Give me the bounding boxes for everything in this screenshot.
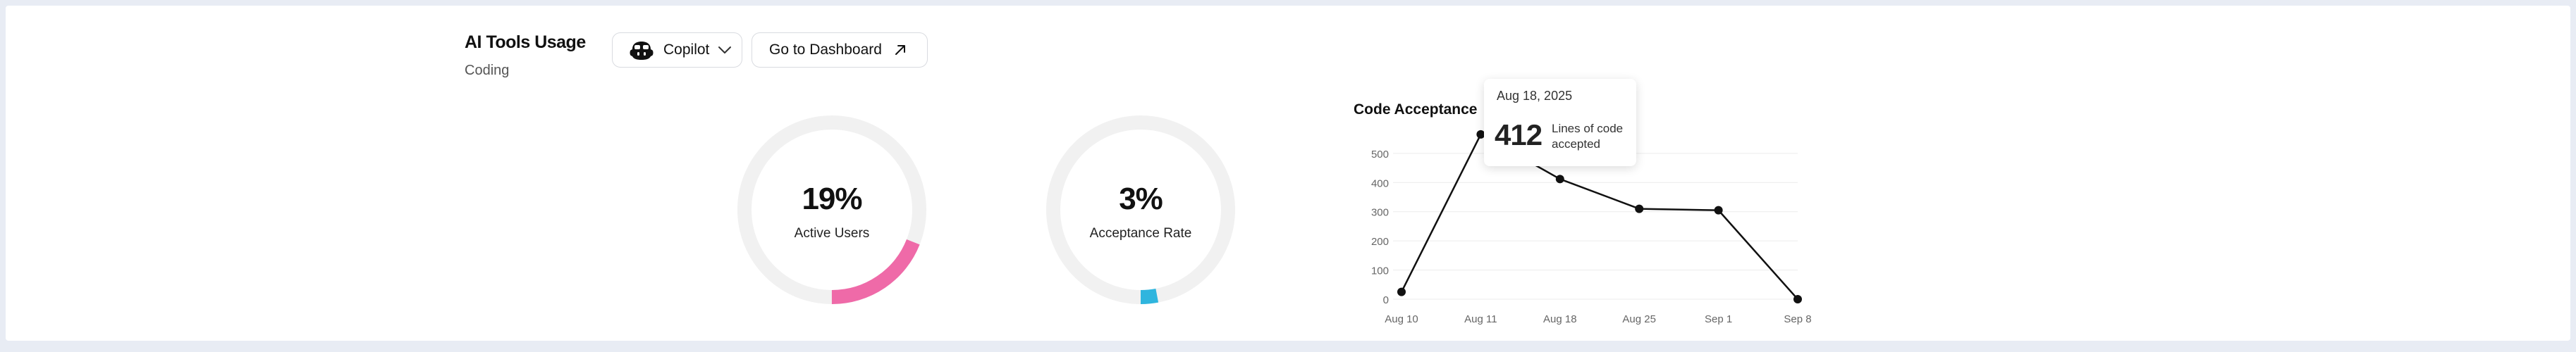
chevron-down-icon bbox=[718, 46, 732, 54]
data-point bbox=[1714, 206, 1723, 215]
active-users-value: 19% bbox=[802, 182, 862, 216]
page-subtitle: Coding bbox=[465, 63, 510, 78]
y-tick-label: 400 bbox=[1371, 177, 1389, 189]
tool-select-label: Copilot bbox=[663, 42, 710, 58]
data-point bbox=[1635, 204, 1644, 213]
chart-title: Code Acceptance bbox=[1354, 101, 1478, 118]
y-tick-label: 200 bbox=[1371, 236, 1389, 248]
y-tick-label: 300 bbox=[1371, 207, 1389, 219]
y-tick-label: 100 bbox=[1371, 265, 1389, 277]
acceptance-rate-donut: 3% Acceptance Rate bbox=[1042, 111, 1239, 308]
series-line bbox=[1400, 133, 1798, 300]
tool-select-dropdown[interactable]: Copilot bbox=[612, 32, 742, 68]
x-tick-label: Aug 11 bbox=[1464, 313, 1497, 325]
x-tick-label: Sep 8 bbox=[1784, 313, 1811, 325]
x-tick-label: Sep 1 bbox=[1705, 313, 1732, 325]
active-users-arc bbox=[737, 115, 926, 304]
copilot-icon bbox=[628, 39, 655, 61]
x-tick-label: Aug 25 bbox=[1622, 313, 1656, 325]
active-users-donut: 19% Active Users bbox=[733, 111, 931, 308]
acceptance-rate-label: Acceptance Rate bbox=[1089, 226, 1192, 241]
dashboard-button-label: Go to Dashboard bbox=[769, 42, 882, 58]
acceptance-rate-arc bbox=[1046, 115, 1235, 304]
page-title: AI Tools Usage bbox=[465, 32, 586, 52]
go-to-dashboard-button[interactable]: Go to Dashboard bbox=[752, 32, 928, 68]
y-tick-label: 0 bbox=[1383, 294, 1389, 306]
tooltip-date: Aug 18, 2025 bbox=[1497, 89, 1573, 103]
data-point bbox=[1476, 130, 1485, 139]
header: AI Tools Usage Coding bbox=[465, 32, 586, 79]
usage-card: AI Tools Usage Coding Copilot Go to Dash… bbox=[6, 6, 2570, 341]
data-point bbox=[1555, 175, 1564, 184]
x-tick-label: Aug 18 bbox=[1543, 313, 1577, 325]
tooltip-label: Lines of code accepted bbox=[1552, 122, 1624, 151]
data-point bbox=[1793, 295, 1802, 303]
chart-tooltip: Aug 18, 2025 412 Lines of code accepted bbox=[1484, 79, 1636, 166]
x-tick-label: Aug 10 bbox=[1385, 313, 1418, 325]
acceptance-rate-value: 3% bbox=[1119, 182, 1163, 216]
data-point bbox=[1397, 287, 1406, 296]
arrow-up-right-icon bbox=[893, 43, 907, 57]
active-users-label: Active Users bbox=[794, 226, 870, 241]
tooltip-value: 412 bbox=[1495, 118, 1542, 151]
y-tick-label: 500 bbox=[1371, 149, 1389, 161]
